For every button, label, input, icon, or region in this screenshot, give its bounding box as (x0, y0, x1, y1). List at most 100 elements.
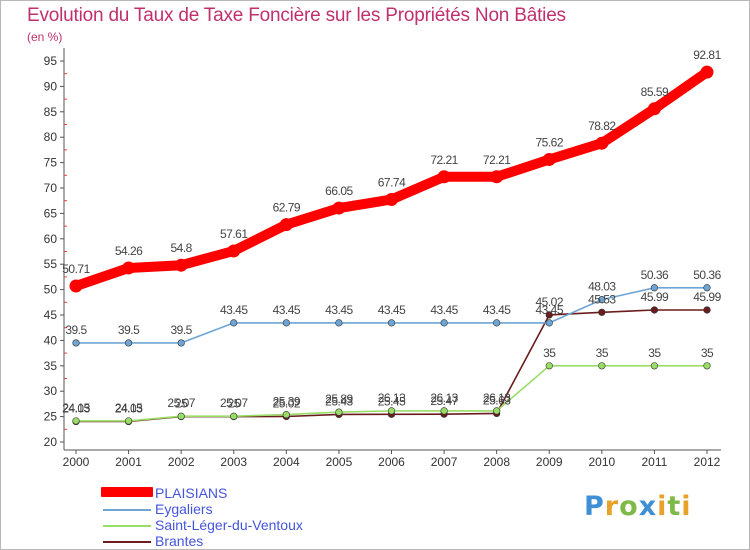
logo-letter: x (638, 491, 658, 522)
data-label: 78.82 (588, 119, 616, 133)
y-tick-label: 90 (44, 79, 58, 93)
data-point (282, 319, 290, 327)
data-labels-layer: 24.03 24.03 25 25 25.02 25.43 25.45 25.47 25.63 4… (62, 48, 722, 415)
legend-swatch (101, 487, 153, 497)
data-label: 25 (228, 397, 241, 411)
x-tick-label: 2002 (168, 455, 195, 469)
data-point (282, 411, 290, 419)
x-tick: 2006 (378, 450, 405, 469)
y-tick: 80 (44, 130, 64, 144)
x-tick-label: 2007 (431, 455, 458, 469)
data-label: 43.45 (535, 303, 563, 317)
y-tick-label: 70 (44, 181, 58, 195)
logo-letter: i (681, 491, 692, 522)
data-point (174, 258, 188, 272)
x-tick-label: 2004 (273, 455, 300, 469)
data-point (72, 417, 80, 425)
axes: 20 25 30 35 40 45 50 55 60 65 70 75 80 85 90 95 2000 2001… (44, 48, 721, 469)
data-label: 25.39 (273, 395, 301, 409)
data-label: 35 (596, 346, 609, 360)
x-tick-label: 2009 (536, 455, 563, 469)
y-tick-label: 65 (44, 206, 58, 220)
data-label: 43.45 (430, 303, 458, 317)
y-tick: 95 (44, 54, 64, 68)
data-label: 54.26 (115, 244, 143, 258)
data-point (650, 306, 659, 314)
data-point (440, 407, 448, 415)
data-point (227, 244, 241, 258)
data-point (72, 339, 80, 347)
data-point (437, 170, 451, 184)
x-tick: 2000 (63, 450, 90, 469)
data-label: 24.15 (62, 401, 90, 415)
y-tick: 65 (44, 206, 64, 220)
data-label: 72.21 (483, 153, 511, 167)
data-point (545, 362, 553, 370)
data-label: 39.5 (65, 323, 87, 337)
y-tick: 45 (44, 308, 64, 322)
data-label: 26.13 (378, 391, 406, 405)
legend-swatch (103, 525, 151, 527)
y-tick-label: 40 (44, 333, 58, 347)
x-tick-label: 2012 (694, 455, 721, 469)
chart-title: Evolution du Taux de Taxe Foncière sur l… (27, 5, 566, 26)
x-tick: 2010 (588, 450, 616, 469)
data-point (440, 319, 448, 327)
data-label: 43.45 (273, 303, 301, 317)
legend-label: Eygaliers (155, 501, 213, 517)
y-tick: 30 (44, 384, 64, 398)
data-point (545, 319, 553, 327)
data-point (595, 136, 609, 150)
data-point (230, 319, 238, 327)
data-label: 67.74 (378, 175, 406, 189)
data-label: 35 (701, 346, 714, 360)
y-tick: 60 (44, 232, 64, 246)
data-point (650, 362, 659, 370)
data-point (332, 201, 346, 215)
data-label: 75.62 (535, 135, 563, 149)
x-tick: 2004 (273, 450, 300, 469)
data-label: 25.89 (325, 392, 353, 406)
legend-swatch (103, 509, 151, 511)
x-tick-label: 2006 (378, 455, 405, 469)
data-point (493, 407, 501, 415)
x-tick: 2012 (694, 450, 721, 469)
data-label: 50.71 (62, 262, 90, 276)
data-label: 50.36 (641, 268, 669, 282)
logo-letter: t (667, 491, 682, 522)
data-label: 25.43 (325, 394, 353, 408)
data-label: 54.8 (170, 241, 192, 255)
data-label: 39.5 (170, 323, 192, 337)
x-tick-label: 2003 (220, 455, 247, 469)
y-tick-label: 95 (44, 54, 58, 68)
y-tick: 20 (44, 435, 64, 449)
data-label: 45.99 (641, 290, 669, 304)
logo-letter: o (619, 491, 639, 522)
y-tick: 40 (44, 333, 64, 347)
line-chart: 20 25 30 35 40 45 50 55 60 65 70 75 80 85 90 95 2000 2001… (44, 48, 722, 469)
y-tick-label: 25 (44, 410, 58, 424)
data-label: 25.47 (430, 394, 458, 408)
data-label: 35 (648, 346, 661, 360)
data-label: 48.03 (588, 280, 616, 294)
x-tick-label: 2001 (115, 455, 142, 469)
y-tick: 90 (44, 79, 64, 93)
data-point (124, 339, 133, 347)
data-label: 43.45 (325, 303, 353, 317)
x-tick: 2001 (115, 450, 142, 469)
data-point (335, 319, 343, 327)
x-tick-label: 2005 (326, 455, 353, 469)
series-layer (69, 65, 714, 426)
data-label: 25 (175, 397, 188, 411)
data-point (385, 192, 398, 206)
data-point (493, 319, 501, 327)
legend-label: Saint-Léger-du-Ventoux (155, 517, 303, 533)
logo-letter: i (657, 491, 668, 522)
data-label: 62.79 (273, 201, 301, 215)
data-label: 39.5 (118, 323, 140, 337)
legend-swatch (103, 541, 151, 543)
data-point (177, 412, 185, 420)
y-tick: 55 (44, 257, 64, 271)
y-tick-label: 75 (44, 156, 58, 170)
